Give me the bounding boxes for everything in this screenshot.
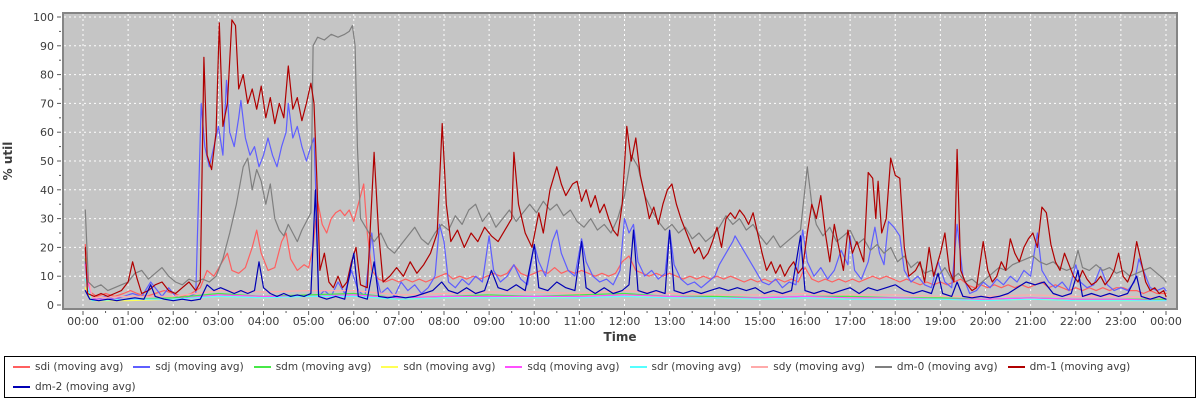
y-tick-label: 70 <box>40 97 54 110</box>
legend-label-sdi: sdi (moving avg) <box>35 361 124 373</box>
x-tick-label: 06:00 <box>338 315 370 328</box>
legend-item-sdy: sdy (moving avg) <box>751 358 865 376</box>
legend-swatch-sdq <box>505 366 523 368</box>
legend-label-sdy: sdy (moving avg) <box>773 361 865 373</box>
x-tick-label: 12:00 <box>609 315 641 328</box>
legend-label-sdq: sdq (moving avg) <box>527 361 620 373</box>
legend: sdi (moving avg) sdj (moving avg) sdm (mov… <box>4 356 1196 398</box>
plot-border <box>62 12 1178 310</box>
legend-swatch-dm-0 <box>874 366 892 368</box>
x-tick-label: 11:00 <box>564 315 596 328</box>
series-line-dm-1 <box>84 19 1167 297</box>
legend-item-sdm: sdm (moving avg) <box>253 358 372 376</box>
x-tick-label: 23:00 <box>1105 315 1137 328</box>
legend-swatch-dm-2 <box>13 386 30 388</box>
legend-label-dm-1: dm-1 (moving avg) <box>1029 361 1131 373</box>
y-tick-label: 30 <box>40 213 54 226</box>
series-line-sdj <box>84 79 1167 300</box>
series-line-sdi <box>84 183 1167 297</box>
x-tick-label: 20:00 <box>970 315 1002 328</box>
legend-label-sdm: sdm (moving avg) <box>275 361 372 373</box>
series-line-dm-0 <box>84 25 1167 292</box>
legend-swatch-sdj <box>133 366 151 368</box>
x-tick-label: 09:00 <box>473 315 505 328</box>
x-tick-label: 02:00 <box>157 315 189 328</box>
legend-item-dm-1: dm-1 (moving avg) <box>1007 358 1131 376</box>
legend-item-dm-0: dm-0 (moving avg) <box>874 358 998 376</box>
x-axis-title: Time <box>603 330 637 344</box>
y-tick-label: 40 <box>40 184 54 197</box>
legend-label-sdr: sdr (moving avg) <box>651 361 742 373</box>
x-tick-label: 15:00 <box>744 315 776 328</box>
x-tick-label: 00:00 <box>67 315 99 328</box>
legend-label-dm-0: dm-0 (moving avg) <box>896 361 998 373</box>
y-axis-title: % util <box>1 141 15 181</box>
legend-label-sdn: sdn (moving avg) <box>403 361 496 373</box>
x-tick-label: 13:00 <box>654 315 686 328</box>
series-line-sdq <box>84 264 1167 302</box>
x-tick-label: 05:00 <box>293 315 325 328</box>
y-tick-label: 0 <box>47 299 54 312</box>
series-line-dm-2 <box>84 189 1167 302</box>
y-tick-label: 20 <box>40 241 54 254</box>
legend-swatch-sdm <box>253 366 271 368</box>
legend-label-dm-2: dm-2 (moving avg) <box>35 381 136 393</box>
y-tick-label: 60 <box>40 126 54 139</box>
legend-swatch-dm-1 <box>1007 366 1025 368</box>
legend-item-sdj: sdj (moving avg) <box>133 358 244 376</box>
x-tick-label: 21:00 <box>1015 315 1047 328</box>
series-line-sdr <box>84 278 1167 302</box>
plot-svg: 00:00 01:00 02:00 03:00 04:00 05:00 06:00 07:00… <box>33 11 1182 328</box>
x-tick-label: 03:00 <box>203 315 235 328</box>
x-tick-label: 07:00 <box>383 315 415 328</box>
y-tick-label: 100 <box>33 11 54 24</box>
legend-item-dm-2: dm-2 (moving avg) <box>13 378 136 396</box>
legend-swatch-sdi <box>13 366 30 368</box>
x-tick-label: 16:00 <box>789 315 821 328</box>
y-tick-label: 50 <box>40 155 54 168</box>
y-tick-label: 10 <box>40 270 54 283</box>
x-tick-label: 14:00 <box>699 315 731 328</box>
legend-swatch-sdr <box>629 366 647 368</box>
legend-swatch-sdy <box>751 366 769 368</box>
x-tick-label: 00:00 <box>1150 315 1182 328</box>
y-tick-label: 90 <box>40 40 54 53</box>
x-tick-label: 04:00 <box>248 315 280 328</box>
legend-swatch-sdn <box>381 366 399 368</box>
legend-item-sdn: sdn (moving avg) <box>381 358 495 376</box>
legend-item-sdr: sdr (moving avg) <box>629 358 742 376</box>
x-tick-label: 18:00 <box>879 315 911 328</box>
y-tick-label: 80 <box>40 69 54 82</box>
x-tick-label: 22:00 <box>1060 315 1092 328</box>
legend-item-sdq: sdq (moving avg) <box>505 358 620 376</box>
x-tick-label: 17:00 <box>834 315 866 328</box>
x-tick-label: 08:00 <box>428 315 460 328</box>
x-tick-label: 10:00 <box>518 315 550 328</box>
x-tick-label: 01:00 <box>112 315 144 328</box>
legend-label-sdj: sdj (moving avg) <box>155 361 244 373</box>
legend-item-sdi: sdi (moving avg) <box>13 358 123 376</box>
x-tick-label: 19:00 <box>925 315 957 328</box>
